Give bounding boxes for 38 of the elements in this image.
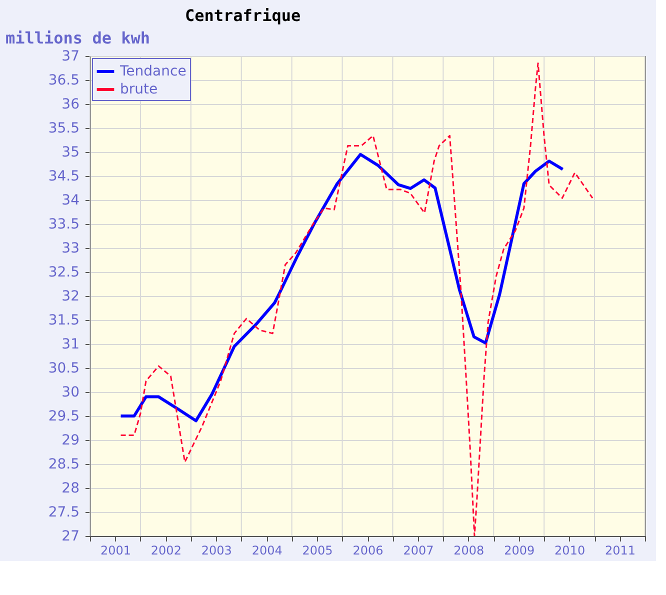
legend-label: Tendance [119,64,186,80]
y-tick-label: 28 [62,480,80,496]
y-tick-label: 34.5 [48,168,80,184]
y-axis-title: millions de kwh [6,28,150,48]
x-tick-label: 2009 [504,544,535,558]
y-tick-label: 32 [62,288,80,304]
x-tick-label: 2010 [554,544,586,558]
legend-label: brute [120,82,158,98]
x-tick-label: 2004 [252,544,282,558]
y-tick-label: 28.5 [48,456,80,472]
line-series [120,62,594,536]
y-tick-label: 33 [62,240,80,256]
y-tick-label: 31.5 [48,312,80,328]
y-tick-label: 29.5 [48,408,80,424]
y-tick-label: 29 [62,432,80,448]
y-tick-label: 30.5 [48,360,80,376]
x-tick-label: 2006 [352,544,384,558]
x-tick-label: 2002 [150,544,182,558]
y-tick-label: 35.5 [48,120,80,136]
line-series [119,152,564,422]
x-tick-label: 2001 [100,544,131,558]
x-tick-label: 2005 [302,544,333,558]
x-tick-label: 2003 [201,544,232,558]
y-tick-label: 31 [62,336,80,352]
chart-title: Centrafrique [185,6,301,25]
y-tick-label: 33.5 [48,216,80,232]
y-tick-label: 37 [62,48,80,64]
y-tick-label: 30 [62,384,80,400]
x-tick-label: 2008 [454,544,484,558]
y-tick-label: 35 [62,144,80,160]
x-tick-label: 2011 [605,544,636,558]
y-tick-label: 27 [62,528,80,544]
x-tick-label: 2007 [403,544,434,558]
y-tick-label: 36 [62,96,80,112]
y-tick-label: 36.5 [48,72,80,88]
y-tick-label: 27.5 [48,504,80,520]
y-tick-label: 34 [62,192,80,208]
y-tick-label: 32.5 [48,264,80,280]
